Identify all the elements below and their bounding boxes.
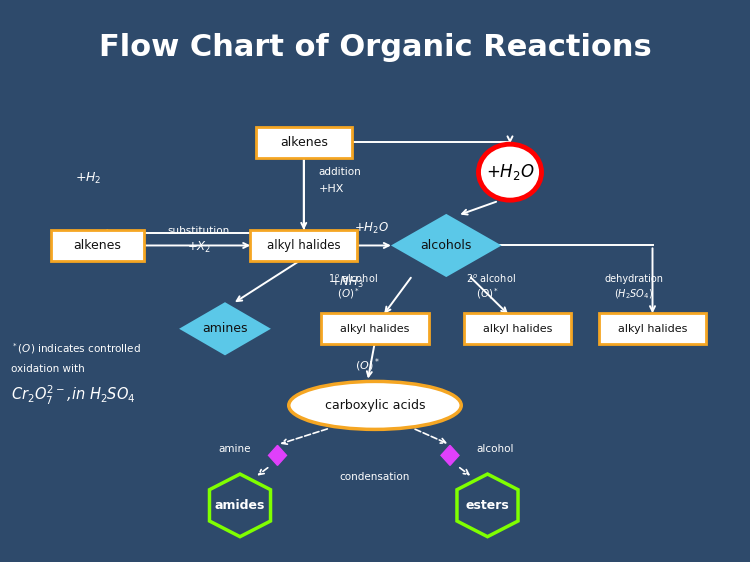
Text: oxidation with: oxidation with bbox=[11, 364, 85, 374]
Text: +HX: +HX bbox=[319, 184, 344, 194]
Text: $+X_2$: $+X_2$ bbox=[187, 240, 211, 255]
Text: $+H_2O$: $+H_2O$ bbox=[354, 221, 388, 237]
FancyBboxPatch shape bbox=[250, 230, 358, 261]
FancyBboxPatch shape bbox=[51, 230, 144, 261]
Text: amines: amines bbox=[202, 322, 248, 336]
Text: $^*(O)$ indicates controlled: $^*(O)$ indicates controlled bbox=[11, 341, 141, 356]
Text: alkyl halides: alkyl halides bbox=[483, 324, 552, 334]
Text: alkyl halides: alkyl halides bbox=[618, 324, 687, 334]
Text: addition: addition bbox=[319, 167, 362, 177]
Polygon shape bbox=[457, 474, 518, 537]
Polygon shape bbox=[441, 445, 459, 465]
FancyBboxPatch shape bbox=[321, 314, 429, 344]
Text: $+H_2O$: $+H_2O$ bbox=[485, 162, 535, 182]
Polygon shape bbox=[182, 304, 268, 353]
Text: $(O)^*$: $(O)^*$ bbox=[476, 286, 499, 301]
Circle shape bbox=[478, 144, 542, 200]
Text: alcohols: alcohols bbox=[421, 239, 472, 252]
Text: alkenes: alkenes bbox=[280, 135, 328, 149]
Polygon shape bbox=[268, 445, 286, 465]
Text: substitution: substitution bbox=[168, 226, 230, 236]
Text: dehydration: dehydration bbox=[604, 274, 663, 284]
Polygon shape bbox=[394, 215, 499, 275]
Text: alkenes: alkenes bbox=[74, 239, 122, 252]
Text: $2^o$ alcohol: $2^o$ alcohol bbox=[466, 273, 516, 285]
Polygon shape bbox=[209, 474, 271, 537]
FancyBboxPatch shape bbox=[598, 314, 706, 344]
FancyBboxPatch shape bbox=[256, 127, 352, 157]
Text: amides: amides bbox=[214, 499, 266, 512]
Text: esters: esters bbox=[466, 499, 509, 512]
Text: $(O)^*$: $(O)^*$ bbox=[338, 286, 360, 301]
Text: carboxylic acids: carboxylic acids bbox=[325, 399, 425, 412]
Text: amine: amine bbox=[219, 444, 251, 454]
Text: $Cr_2O_7^{2-}$,in $H_2SO_4$: $Cr_2O_7^{2-}$,in $H_2SO_4$ bbox=[11, 384, 136, 407]
Text: alcohol: alcohol bbox=[476, 444, 514, 454]
FancyBboxPatch shape bbox=[464, 314, 572, 344]
Text: alkyl halides: alkyl halides bbox=[267, 239, 340, 252]
Text: $1^o$ alcohol: $1^o$ alcohol bbox=[328, 273, 377, 285]
Text: Flow Chart of Organic Reactions: Flow Chart of Organic Reactions bbox=[99, 33, 651, 62]
Text: alkyl halides: alkyl halides bbox=[340, 324, 410, 334]
Text: $(O)^*$: $(O)^*$ bbox=[356, 357, 380, 374]
Ellipse shape bbox=[289, 382, 461, 429]
Text: $+NH_3$: $+NH_3$ bbox=[330, 275, 364, 289]
Text: $(H_2SO_4)$: $(H_2SO_4)$ bbox=[614, 287, 653, 301]
Text: condensation: condensation bbox=[340, 472, 410, 482]
Text: $+H_2$: $+H_2$ bbox=[75, 171, 101, 187]
